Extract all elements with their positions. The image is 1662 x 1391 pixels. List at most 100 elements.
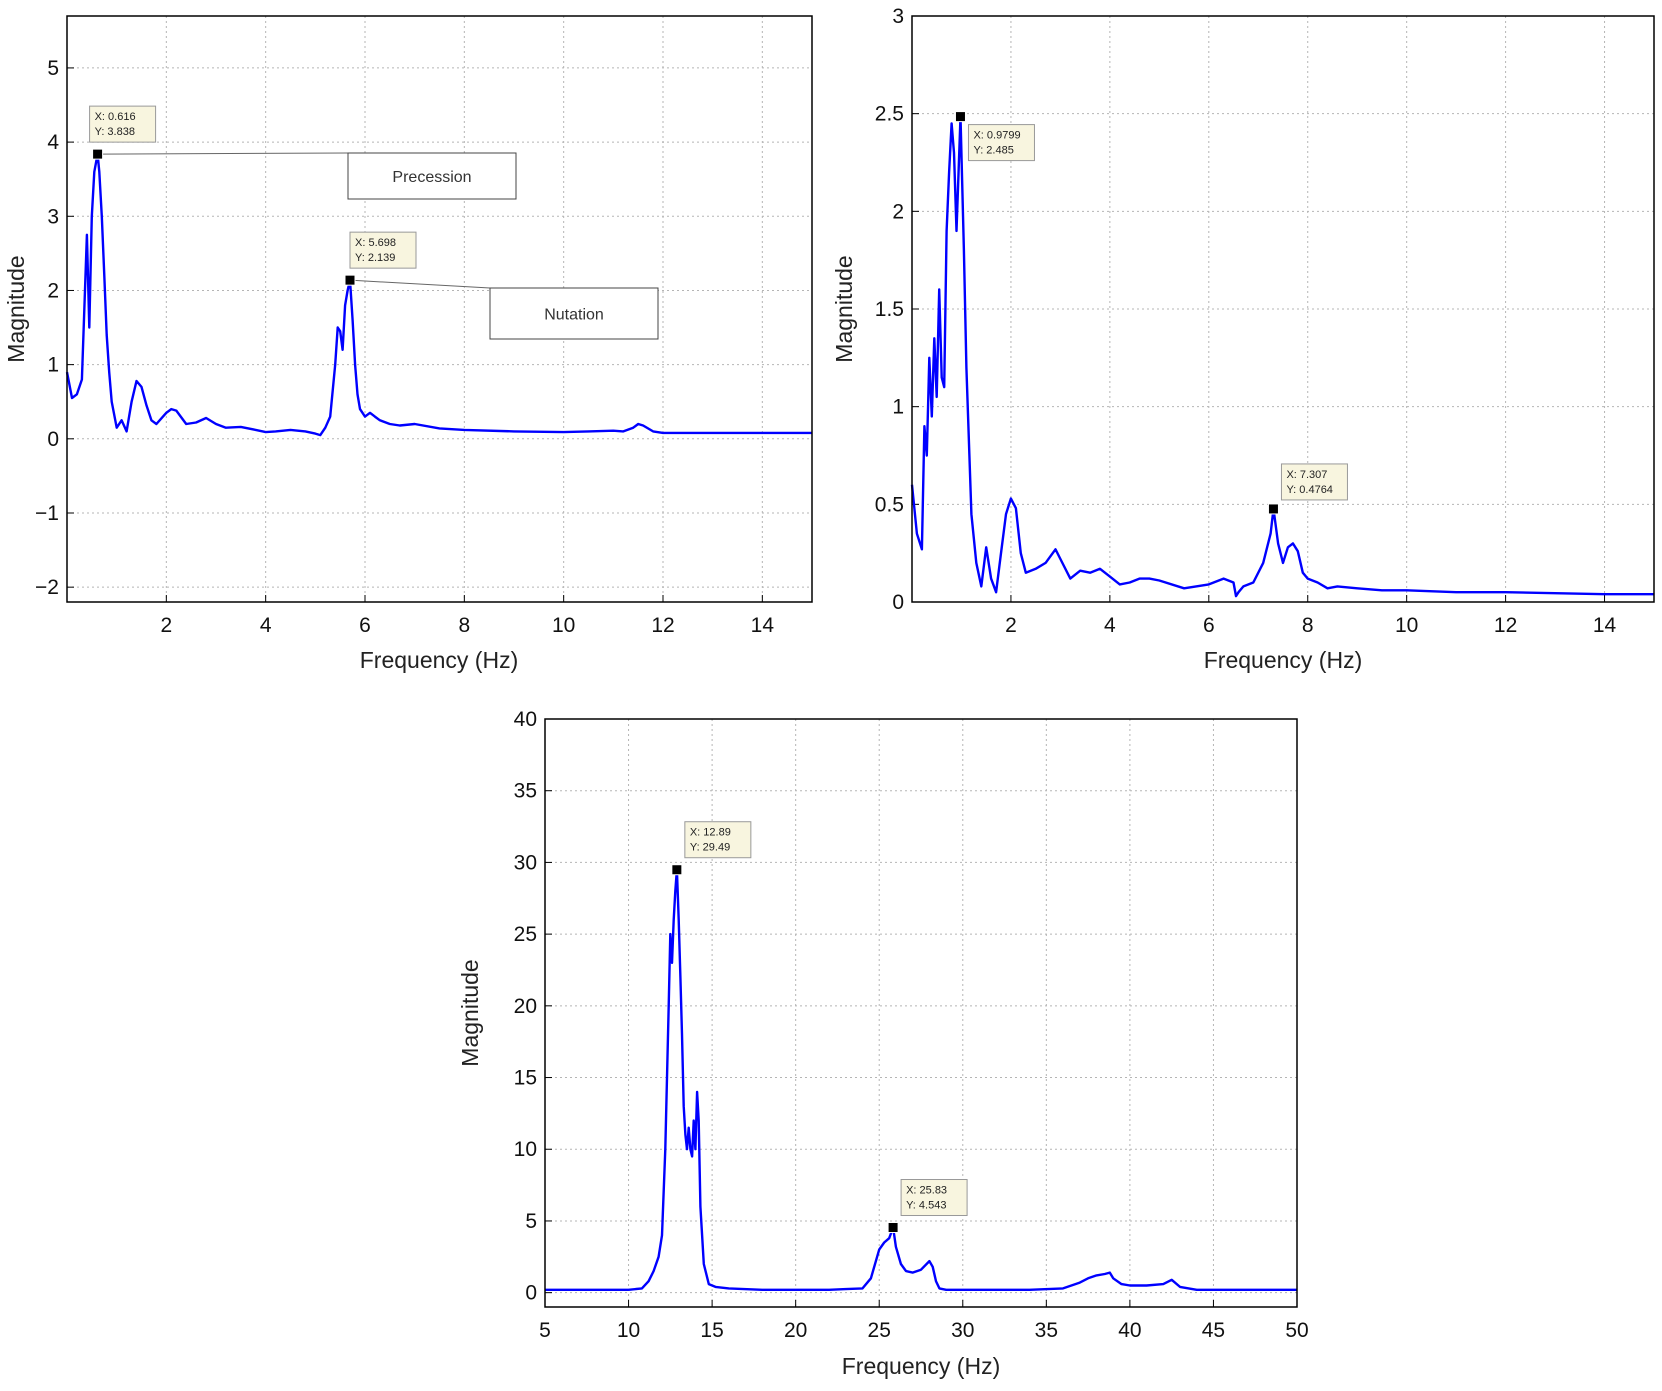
x-tick-label: 35: [1035, 1319, 1058, 1342]
y-tick-label: 25: [514, 923, 537, 946]
callout-leader: [349, 279, 491, 289]
y-axis-label: Magnitude: [457, 959, 483, 1066]
x-tick-label: 6: [359, 614, 371, 637]
y-tick-label: 2.5: [875, 103, 904, 126]
x-tick-label: 15: [700, 1319, 723, 1342]
y-tick-label: 15: [514, 1067, 537, 1090]
datatip-marker: [344, 274, 356, 286]
datatip-x-label: X: 0.616: [95, 111, 136, 123]
datatip-box: [967, 124, 1035, 162]
x-tick-label: 40: [1118, 1319, 1141, 1342]
datatip-y-label: Y: 2.139: [355, 252, 395, 264]
x-tick-label: 14: [1593, 614, 1617, 637]
x-tick-label: 10: [617, 1319, 640, 1342]
y-tick-label: 2: [47, 279, 59, 302]
y-tick-label: 20: [514, 995, 537, 1018]
callout-label: Nutation: [544, 307, 604, 324]
y-tick-label: 5: [47, 57, 59, 80]
annotation-callouts: Precession Nutation: [97, 152, 659, 340]
series-lines: [65, 152, 812, 437]
datatip-box: [684, 821, 752, 859]
data-tips: X: 0.616 Y: 3.838 X: 5.698 Y: 2.139: [89, 105, 417, 286]
y-tick-label: 0: [892, 591, 904, 614]
y-tick-label: 3: [892, 5, 904, 28]
datatip-x-label: X: 7.307: [1286, 469, 1327, 481]
plot-area: [67, 16, 812, 602]
series-line: [65, 152, 812, 437]
x-tick-label: 25: [868, 1319, 891, 1342]
x-tick-label: 12: [651, 614, 674, 637]
y-tick-label: 2: [892, 200, 904, 223]
y-tick-label: 5: [525, 1210, 537, 1233]
x-tick-label: 20: [784, 1319, 807, 1342]
callout-label: Precession: [392, 169, 471, 186]
data-tips: X: 12.89 Y: 29.49 X: 25.83 Y: 4.543: [671, 821, 968, 1234]
x-axis-label: Frequency (Hz): [1204, 647, 1362, 673]
y-tick-label: 1: [892, 396, 904, 419]
series-lines: [545, 868, 1297, 1292]
x-tick-label: 8: [458, 614, 470, 637]
x-tick-label: 2: [1005, 614, 1017, 637]
callout-box: [347, 152, 517, 200]
series-line: [545, 868, 1297, 1292]
datatip-y-label: Y: 3.838: [95, 126, 135, 138]
plot-frame: [911, 15, 1655, 603]
y-tick-label: 40: [514, 708, 537, 731]
x-tick-label: 2: [160, 614, 172, 637]
y-tick-label: 35: [514, 780, 537, 803]
y-tick-label: 1: [47, 354, 59, 377]
datatip-box: [1280, 463, 1348, 501]
datatip-marker: [671, 864, 683, 876]
datatip-marker: [887, 1222, 899, 1234]
x-tick-label: 10: [1395, 614, 1418, 637]
datatip-y-label: Y: 29.49: [690, 842, 730, 854]
plot-frame: [66, 15, 813, 603]
x-axis-label: Frequency (Hz): [360, 647, 518, 673]
series-line: [910, 115, 1654, 598]
grid-lines: [67, 16, 812, 602]
x-tick-label: 4: [1104, 614, 1116, 637]
x-tick-label: 14: [751, 614, 775, 637]
x-tick-label: 30: [951, 1319, 974, 1342]
datatip-x-label: X: 0.9799: [973, 130, 1020, 142]
y-tick-label: 0: [47, 428, 59, 451]
data-tips: X: 0.9799 Y: 2.485 X: 7.307 Y: 0.4764: [954, 111, 1348, 515]
x-axis-label: Frequency (Hz): [842, 1353, 1000, 1379]
plot-area: [545, 719, 1297, 1307]
datatip-box: [349, 231, 417, 269]
x-tick-label: 6: [1203, 614, 1215, 637]
datatip-y-label: Y: 4.543: [906, 1200, 946, 1212]
x-tick-label: 5: [539, 1319, 551, 1342]
x-tick-label: 10: [552, 614, 575, 637]
datatip-marker: [954, 111, 966, 123]
x-tick-label: 4: [260, 614, 272, 637]
y-tick-label: 3: [47, 205, 59, 228]
y-tick-label: 10: [514, 1138, 537, 1161]
x-tick-label: 45: [1202, 1319, 1225, 1342]
callout-leader: [97, 152, 349, 155]
callout-box: [489, 287, 659, 340]
chart-second-spectrum: 2 4 6 8 10 12 14 0 0.5 1 1.5 2 2.5 3 X: 0.9799 Y: 2.48…: [831, 5, 1655, 673]
y-tick-label: −1: [35, 502, 59, 525]
y-axis-label: Magnitude: [831, 255, 857, 362]
datatip-x-label: X: 12.89: [690, 827, 731, 839]
datatip-y-label: Y: 2.485: [973, 145, 1013, 157]
series-lines: [910, 115, 1654, 598]
x-tick-label: 50: [1285, 1319, 1308, 1342]
datatip-x-label: X: 25.83: [906, 1185, 947, 1197]
y-tick-label: 4: [47, 131, 59, 154]
y-tick-label: −2: [35, 576, 59, 599]
datatip-box: [900, 1179, 968, 1217]
datatip-box: [89, 105, 157, 143]
tick-labels: 2 4 6 8 10 12 14 0 0.5 1 1.5 2 2.5 3: [875, 5, 1617, 637]
y-tick-label: 1.5: [875, 298, 904, 321]
grid-lines: [912, 15, 1654, 603]
y-tick-label: 30: [514, 851, 537, 874]
y-tick-label: 0.5: [875, 493, 904, 516]
plot-frame: [544, 718, 1298, 1308]
